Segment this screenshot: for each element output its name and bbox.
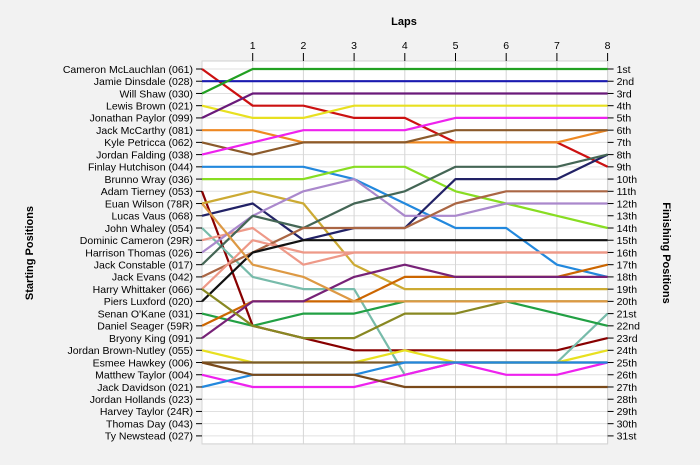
finishing-position-label: 27th (617, 382, 638, 394)
starting-position-label: John Whaley (054) (105, 223, 193, 235)
finishing-position-label: 20th (617, 296, 638, 308)
lap-tick-label: 1 (250, 40, 256, 52)
starting-position-label: Harry Whittaker (066) (93, 284, 193, 296)
finishing-position-label: 15th (617, 235, 638, 247)
finishing-position-label: 17th (617, 259, 638, 271)
series-line-23 (201, 263, 608, 339)
finishing-position-labels: 1st2nd3rd4th5th6th7th8th9th10th11th12th1… (607, 64, 641, 443)
starting-position-label: Lucas Vaus (068) (111, 211, 193, 223)
finishing-position-label: 6th (617, 125, 632, 137)
starting-position-label: Ty Newstead (027) (105, 431, 193, 443)
starting-position-label: Kyle Petricca (062) (104, 137, 193, 149)
starting-position-label: Brunno Wray (036) (104, 174, 193, 186)
finishing-position-label: 25th (617, 357, 638, 369)
finishing-position-label: 26th (617, 370, 638, 382)
starting-position-label: Esmee Hawkey (006) (93, 357, 193, 369)
finishing-position-label: 11th (617, 186, 637, 198)
y-axis-title-right: Finishing Positions (660, 202, 672, 303)
series-line-19 (201, 239, 608, 290)
finishing-position-label: 18th (617, 272, 638, 284)
starting-position-label: Thomas Day (043) (106, 418, 193, 430)
y-axis-title-left: Starting Positions (24, 206, 36, 300)
lap-tick-label: 2 (300, 40, 306, 52)
series-line-12 (201, 190, 608, 291)
lap-tick-label: 4 (402, 40, 408, 52)
starting-position-label: Jonathan Paylor (099) (90, 113, 193, 125)
starting-position-label: Jordan Falding (038) (96, 149, 193, 161)
finishing-position-label: 16th (617, 247, 638, 259)
finishing-position-label: 1st (617, 64, 631, 76)
series-line-16 (201, 178, 608, 254)
finishing-position-label: 22nd (617, 321, 641, 333)
series-line-26 (201, 361, 608, 389)
lap-tick-label: 3 (351, 40, 357, 52)
series-line-5 (201, 92, 608, 119)
starting-position-label: Will Shaw (030) (119, 88, 193, 100)
finishing-position-label: 28th (617, 394, 638, 406)
starting-position-label: Harrison Thomas (026) (85, 247, 193, 259)
starting-position-label: Bryony King (091) (109, 333, 193, 345)
finishing-position-label: 12th (617, 198, 638, 210)
finishing-position-label: 4th (617, 100, 632, 112)
starting-position-label: Piers Luxford (020) (104, 296, 193, 308)
finishing-position-label: 5th (617, 113, 632, 125)
starting-position-labels: Cameron McLauchlan (061)Jamie Dinsdale (… (63, 64, 202, 443)
series-line-30 (201, 202, 608, 303)
position-lines (200, 67, 609, 389)
starting-position-label: Adam Tierney (053) (101, 186, 193, 198)
starting-position-label: Matthew Taylor (004) (95, 370, 193, 382)
starting-position-label: Jack Davidson (021) (97, 382, 193, 394)
series-line-10 (202, 165, 608, 230)
starting-position-label: Jamie Dinsdale (028) (94, 76, 193, 88)
finishing-position-label: 9th (617, 162, 632, 174)
starting-position-label: Daniel Seager (59R) (97, 321, 193, 333)
starting-position-label: Cameron McLauchlan (061) (63, 64, 193, 76)
finishing-position-label: 8th (617, 149, 632, 161)
finishing-position-label: 21st (617, 308, 637, 320)
finishing-position-label: 31st (617, 431, 637, 443)
starting-position-label: Jack Evans (042) (112, 272, 193, 284)
finishing-position-label: 19th (617, 284, 638, 296)
starting-position-label: Jack McCarthy (081) (96, 125, 193, 137)
finishing-position-label: 3rd (617, 88, 632, 100)
series-line-28 (201, 361, 608, 389)
starting-position-label: Dominic Cameron (29R) (80, 235, 193, 247)
starting-position-label: Jordan Brown-Nutley (055) (68, 345, 193, 357)
series-line-20 (201, 239, 608, 303)
starting-position-label: Euan Wilson (78R) (105, 198, 193, 210)
starting-position-label: Lewis Brown (021) (106, 100, 193, 112)
lap-tick-label: 7 (554, 40, 560, 52)
lap-tick-labels: 1 2 3 4 5 6 7 8 (250, 40, 611, 61)
starting-position-label: Finlay Hutchison (044) (88, 162, 193, 174)
finishing-position-label: 7th (617, 137, 632, 149)
finishing-position-label: 23rd (617, 333, 638, 345)
starting-position-label: Senan O'Kane (031) (98, 308, 193, 320)
finishing-position-label: 30th (617, 418, 638, 430)
x-axis-title: Laps (391, 16, 417, 28)
finishing-position-label: 24th (617, 345, 638, 357)
lap-tick-label: 6 (503, 40, 509, 52)
lap-tick-label: 5 (453, 40, 459, 52)
finishing-position-label: 29th (617, 406, 638, 418)
series-line-8 (201, 116, 608, 156)
series-line-7 (201, 129, 608, 156)
series-line-4 (201, 104, 608, 120)
finishing-position-label: 14th (617, 223, 638, 235)
series-line-17 (201, 153, 608, 266)
starting-position-label: Jack Constable (017) (94, 259, 193, 271)
finishing-position-label: 13th (617, 211, 638, 223)
series-line-3 (201, 67, 608, 95)
starting-position-label: Jordan Hollands (023) (90, 394, 193, 406)
lap-tick-label: 8 (605, 40, 611, 52)
finishing-position-label: 2nd (617, 76, 635, 88)
finishing-position-label: 10th (617, 174, 638, 186)
starting-position-label: Harvey Taylor (24R) (100, 406, 193, 418)
